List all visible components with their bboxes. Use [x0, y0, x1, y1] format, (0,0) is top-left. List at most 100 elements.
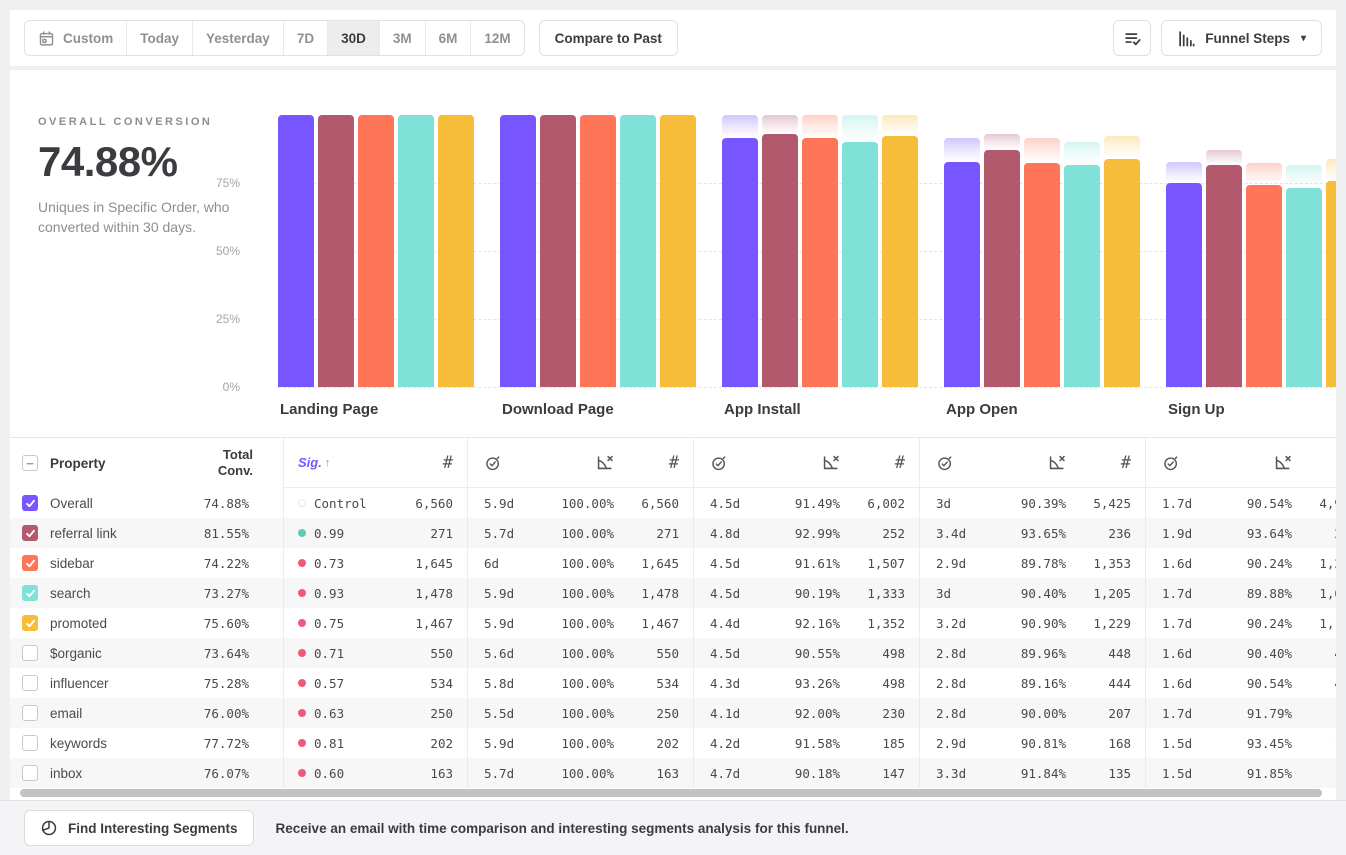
table-row-influencer[interactable]: influencer 75.28% 0.57 534 5.8d 100.00% 534 4.3…: [10, 668, 1336, 698]
table-row-organic[interactable]: $organic 73.64% 0.71 550 5.6d 100.00% 550 4.5d 9…: [10, 638, 1336, 668]
funnel-steps-dropdown[interactable]: Funnel Steps ▾: [1161, 20, 1322, 56]
time-to-convert-icon[interactable]: [468, 454, 528, 472]
property-cell: referral link 81.55%: [10, 518, 283, 548]
conversion-rate-icon[interactable]: [1206, 453, 1292, 472]
bar-sidebar[interactable]: [358, 115, 394, 387]
time-to-convert-icon[interactable]: [1146, 454, 1206, 472]
bar-promoted[interactable]: [438, 115, 474, 387]
funnel-bars-icon: [1177, 29, 1196, 48]
bar-promoted[interactable]: [660, 115, 696, 387]
bar-search[interactable]: [398, 115, 434, 387]
bar-search[interactable]: [1286, 187, 1322, 387]
property-header-cell: − Property Total Conv.: [10, 438, 283, 488]
step-group-cell: 4.5d 91.61% 1,507: [693, 548, 919, 578]
bar-search[interactable]: [620, 115, 656, 387]
row-checkbox[interactable]: [22, 675, 38, 691]
date-range-custom[interactable]: Custom: [25, 21, 128, 55]
bar-search[interactable]: [1064, 165, 1100, 387]
date-range-6m[interactable]: 6M: [426, 21, 472, 55]
step-count: 202: [430, 735, 453, 751]
table-row-promoted[interactable]: promoted 75.60% 0.75 1,467 5.9d 100.00% 1,467 4…: [10, 608, 1336, 638]
table-row-search[interactable]: search 73.27% 0.93 1,478 5.9d 100.00% 1,478 4.5…: [10, 578, 1336, 608]
step-group-cell: 1.6d 90.54%402: [1145, 668, 1336, 698]
date-range-label: 30D: [341, 30, 366, 46]
step-group-cell: 2.8d 90.00% 207: [919, 698, 1145, 728]
compare-to-past-button[interactable]: Compare to Past: [538, 20, 678, 56]
step-group-cell: 1.6d 90.24% 1,221: [1145, 548, 1336, 578]
row-checkbox[interactable]: [22, 735, 38, 751]
step-group-cell: 1.6d 90.40%405: [1145, 638, 1336, 668]
table-row-Overall[interactable]: Overall 74.88% Control 6,560 5.9d 100.00% 6,56…: [10, 488, 1336, 518]
row-checkbox[interactable]: [22, 765, 38, 781]
date-range-label: Custom: [63, 30, 114, 46]
date-range-today[interactable]: Today: [127, 21, 194, 55]
bar-search[interactable]: [842, 141, 878, 387]
bar-referral-link[interactable]: [318, 115, 354, 387]
bar-overall[interactable]: [722, 138, 758, 387]
time-to-convert-value: 1.5d: [1162, 765, 1193, 781]
bar-sidebar[interactable]: [802, 137, 838, 387]
row-checkbox[interactable]: [22, 585, 38, 601]
conversion-rate-value: 100.00%: [561, 645, 614, 661]
footer-bar: Find Interesting Segments Receive an ema…: [0, 800, 1346, 855]
date-range-30d[interactable]: 30D: [328, 21, 380, 55]
conversion-rate-value: 91.58%: [794, 735, 840, 751]
bar-referral-link[interactable]: [1206, 165, 1242, 387]
step-group-header: #: [1145, 438, 1336, 488]
bar-sidebar[interactable]: [580, 115, 616, 387]
step-count: 534: [430, 675, 453, 691]
time-to-convert-icon[interactable]: [920, 454, 980, 472]
table-row-sidebar[interactable]: sidebar 74.22% 0.73 1,645 6d 100.00% 1,645 4.5d…: [10, 548, 1336, 578]
bar-slot: [1166, 162, 1202, 387]
row-checkbox[interactable]: [22, 525, 38, 541]
sig-value: 0.81: [314, 735, 345, 751]
sig-sort-header[interactable]: Sig.: [298, 455, 322, 470]
step-count: 250: [656, 705, 679, 721]
find-interesting-segments-button[interactable]: Find Interesting Segments: [24, 810, 254, 846]
bar-referral-link[interactable]: [762, 134, 798, 387]
count-column-icon[interactable]: #: [1120, 452, 1131, 473]
row-checkbox[interactable]: [22, 645, 38, 661]
bar-sidebar[interactable]: [1246, 185, 1282, 387]
row-checkbox[interactable]: [22, 615, 38, 631]
bar-referral-link[interactable]: [984, 150, 1020, 387]
metrics-list-button[interactable]: [1113, 20, 1152, 56]
count-column-icon[interactable]: #: [894, 452, 905, 473]
count-column-icon[interactable]: #: [442, 452, 453, 473]
row-checkbox[interactable]: [22, 705, 38, 721]
count-column-icon[interactable]: #: [1292, 453, 1336, 473]
bar-promoted[interactable]: [1326, 181, 1336, 387]
date-range-yesterday[interactable]: Yesterday: [193, 21, 284, 55]
row-checkbox[interactable]: [22, 495, 38, 511]
bar-overall[interactable]: [278, 115, 314, 387]
time-to-convert-icon[interactable]: [694, 454, 754, 472]
bar-slot: [1326, 159, 1336, 387]
property-cell: $organic 73.64%: [10, 638, 283, 668]
table-row-email[interactable]: email 76.00% 0.63 250 5.5d 100.00% 250 4.1d 92.0…: [10, 698, 1336, 728]
bar-referral-link[interactable]: [540, 115, 576, 387]
date-range-7d[interactable]: 7D: [284, 21, 329, 55]
bar-promoted[interactable]: [882, 136, 918, 387]
time-to-convert-value: 2.9d: [936, 735, 967, 751]
count-column-icon[interactable]: #: [668, 452, 679, 473]
conversion-rate-icon[interactable]: [528, 453, 614, 472]
horizontal-scrollbar-thumb[interactable]: [20, 789, 1322, 797]
conversion-rate-icon[interactable]: [980, 453, 1066, 472]
select-all-checkbox[interactable]: −: [22, 455, 38, 471]
table-row-inbox[interactable]: inbox 76.07% 0.60 163 5.7d 100.00% 163 4.7d 90.1…: [10, 758, 1336, 788]
step-group-header: #: [919, 438, 1145, 488]
conversion-rate-icon[interactable]: [754, 453, 840, 472]
table-row-referral-link[interactable]: referral link 81.55% 0.99 271 5.7d 100.00% 271…: [10, 518, 1336, 548]
bar-overall[interactable]: [944, 162, 980, 387]
row-checkbox[interactable]: [22, 555, 38, 571]
property-cell: email 76.00%: [10, 698, 283, 728]
bar-overall[interactable]: [1166, 183, 1202, 387]
bar-overall[interactable]: [500, 115, 536, 387]
step-group-cell: 3d 90.39% 5,425: [919, 488, 1145, 518]
sig-dot: [298, 619, 306, 627]
date-range-12m[interactable]: 12M: [471, 21, 523, 55]
bar-promoted[interactable]: [1104, 159, 1140, 387]
bar-sidebar[interactable]: [1024, 163, 1060, 387]
table-row-keywords[interactable]: keywords 77.72% 0.81 202 5.9d 100.00% 202 4.2d 9…: [10, 728, 1336, 758]
date-range-3m[interactable]: 3M: [380, 21, 426, 55]
